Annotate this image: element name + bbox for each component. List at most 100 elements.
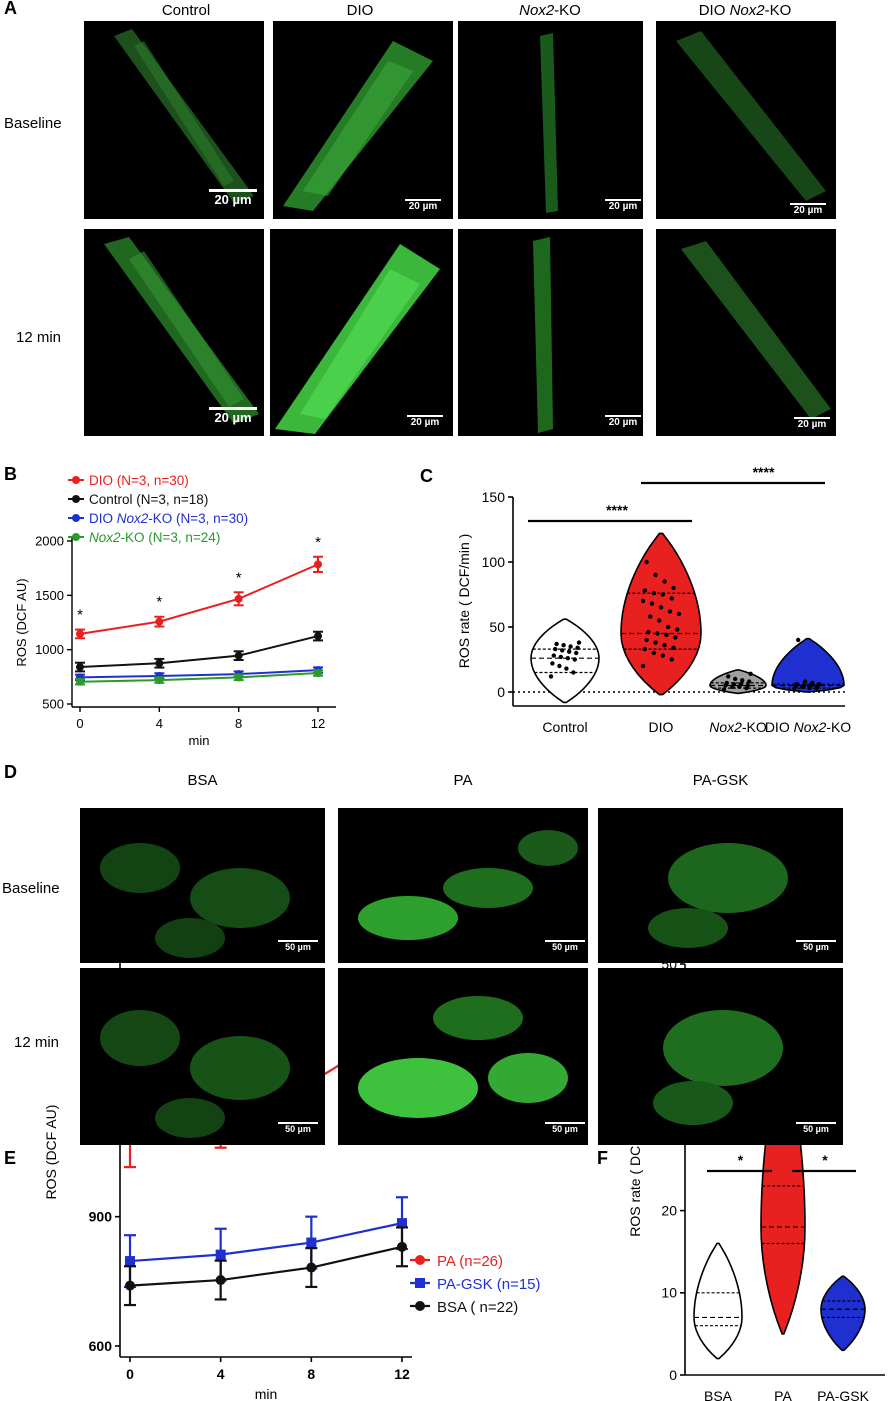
data-point-b — [76, 673, 84, 682]
data-point-e — [215, 1249, 226, 1260]
data-point-c — [793, 684, 798, 689]
data-point-c — [794, 682, 799, 687]
significance-label-f: * — [822, 1152, 828, 1168]
data-point-c — [649, 601, 655, 606]
data-point-c — [801, 683, 806, 688]
x-tick-label-e: 8 — [307, 1366, 315, 1382]
data-point-c — [642, 646, 647, 652]
data-point-c — [550, 661, 555, 666]
scale-bar: 50 µm — [276, 1122, 320, 1134]
data-point-c — [557, 663, 562, 669]
micrograph-dio-baseline: 20 µm — [273, 21, 453, 219]
y-axis-label-e: ROS (DCF AU) — [43, 1105, 59, 1200]
col-label-dio-nox2-ko: DIO Nox2-KO — [698, 2, 792, 19]
data-point-b — [155, 676, 164, 685]
legend-entry-b-1: Control (N=3, n=18) — [89, 492, 208, 507]
col-label-pa: PA — [453, 772, 473, 789]
legend-marker-e — [415, 1255, 425, 1265]
panel-d-letter: D — [4, 762, 17, 782]
data-point-c — [675, 627, 680, 632]
data-point-e — [306, 1262, 317, 1273]
legend-marker-b — [72, 533, 80, 541]
significance-star-b: * — [156, 594, 162, 611]
data-point-c — [554, 641, 559, 647]
x-tick-label-c: Control — [542, 719, 587, 735]
data-point-c — [551, 653, 556, 658]
data-point-c — [648, 614, 653, 619]
micrograph-control-12min: 20 µm — [84, 229, 264, 436]
data-point-c — [651, 591, 656, 596]
data-point-c — [791, 687, 797, 692]
micrograph-dionox2ko-12min: 20 µm — [656, 229, 836, 436]
data-point-c — [644, 559, 649, 565]
data-point-c — [666, 624, 671, 630]
scale-bar: 50 µm — [543, 940, 587, 952]
x-tick-label-f: PA-GSK — [817, 1388, 870, 1401]
data-point-c — [731, 682, 736, 687]
col-label-bsa: BSA — [187, 772, 218, 789]
violin-c-2 — [709, 669, 767, 695]
y-axis-label-c: ROS rate ( DCF/min ) — [456, 534, 472, 669]
significance-star-b: * — [236, 569, 242, 586]
data-point-c — [640, 663, 646, 669]
series-line-b-2 — [79, 669, 319, 679]
scale-bar: 20 µm — [208, 407, 258, 425]
data-point-c — [808, 683, 813, 688]
x-tick-label-c: DIO Nox2-KO — [765, 719, 851, 735]
data-point-c — [558, 654, 563, 660]
data-point-c — [657, 618, 662, 623]
data-point-c — [669, 596, 674, 601]
data-point-c — [567, 649, 572, 654]
x-tick-label-b: 4 — [156, 716, 163, 731]
data-point-c — [723, 683, 728, 688]
data-point-b — [314, 669, 322, 678]
legend-entry-e-2: BSA ( n=22) — [437, 1299, 518, 1316]
y-tick-label-b: 2000 — [35, 534, 64, 549]
x-tick-label-e: 12 — [394, 1366, 410, 1382]
scale-bar: 20 µm — [788, 203, 828, 216]
data-point-e — [125, 1280, 135, 1291]
data-point-c — [664, 632, 669, 637]
micrograph-nox2ko-12min: 20 µm — [458, 229, 643, 436]
scale-bar: 50 µm — [794, 940, 838, 952]
data-point-c — [572, 657, 577, 662]
data-point-c — [724, 680, 729, 686]
data-point-b — [155, 617, 164, 626]
data-point-e — [215, 1275, 226, 1286]
data-point-c — [803, 679, 808, 684]
x-tick-label-e: 4 — [217, 1366, 225, 1382]
data-point-c — [571, 670, 576, 675]
panel-f-letter: F — [597, 1148, 608, 1168]
micrograph-pa-baseline: 50 µm — [338, 808, 588, 963]
data-point-c — [640, 598, 646, 604]
data-point-c — [740, 678, 745, 683]
legend-marker-e — [415, 1278, 425, 1288]
data-point-c — [796, 637, 801, 643]
y-axis-label-b: ROS (DCF AU) — [14, 578, 29, 666]
x-tick-label-f: PA — [774, 1388, 792, 1401]
panel-c-letter: C — [420, 466, 433, 486]
data-point-b — [76, 663, 84, 672]
data-point-c — [726, 674, 731, 679]
x-tick-label-c: Nox2-KO — [709, 719, 767, 735]
scale-bar: 50 µm — [794, 1122, 838, 1134]
significance-label-f: * — [738, 1152, 744, 1168]
micrograph-pagsk-12min: 50 µm — [598, 968, 843, 1145]
x-axis-label-e: min — [255, 1386, 278, 1401]
x-tick-label-f: BSA — [704, 1388, 733, 1401]
data-point-c — [662, 579, 667, 584]
legend-marker-b — [72, 495, 80, 503]
significance-label-c: **** — [753, 464, 775, 480]
panel-a-letter: A — [4, 0, 17, 18]
significance-star-b: * — [315, 534, 321, 551]
significance-label-c: **** — [606, 502, 628, 518]
series-line-b-3 — [79, 672, 319, 683]
y-tick-label-c: 50 — [489, 619, 505, 635]
violin-f-2 — [820, 1275, 866, 1352]
y-tick-label-c: 150 — [482, 489, 506, 505]
data-point-c — [747, 679, 752, 684]
y-tick-label-e: 600 — [89, 1338, 113, 1354]
data-point-b — [155, 659, 164, 668]
scale-bar: 50 µm — [276, 940, 320, 952]
micrograph-nox2ko-baseline: 20 µm — [458, 21, 643, 219]
